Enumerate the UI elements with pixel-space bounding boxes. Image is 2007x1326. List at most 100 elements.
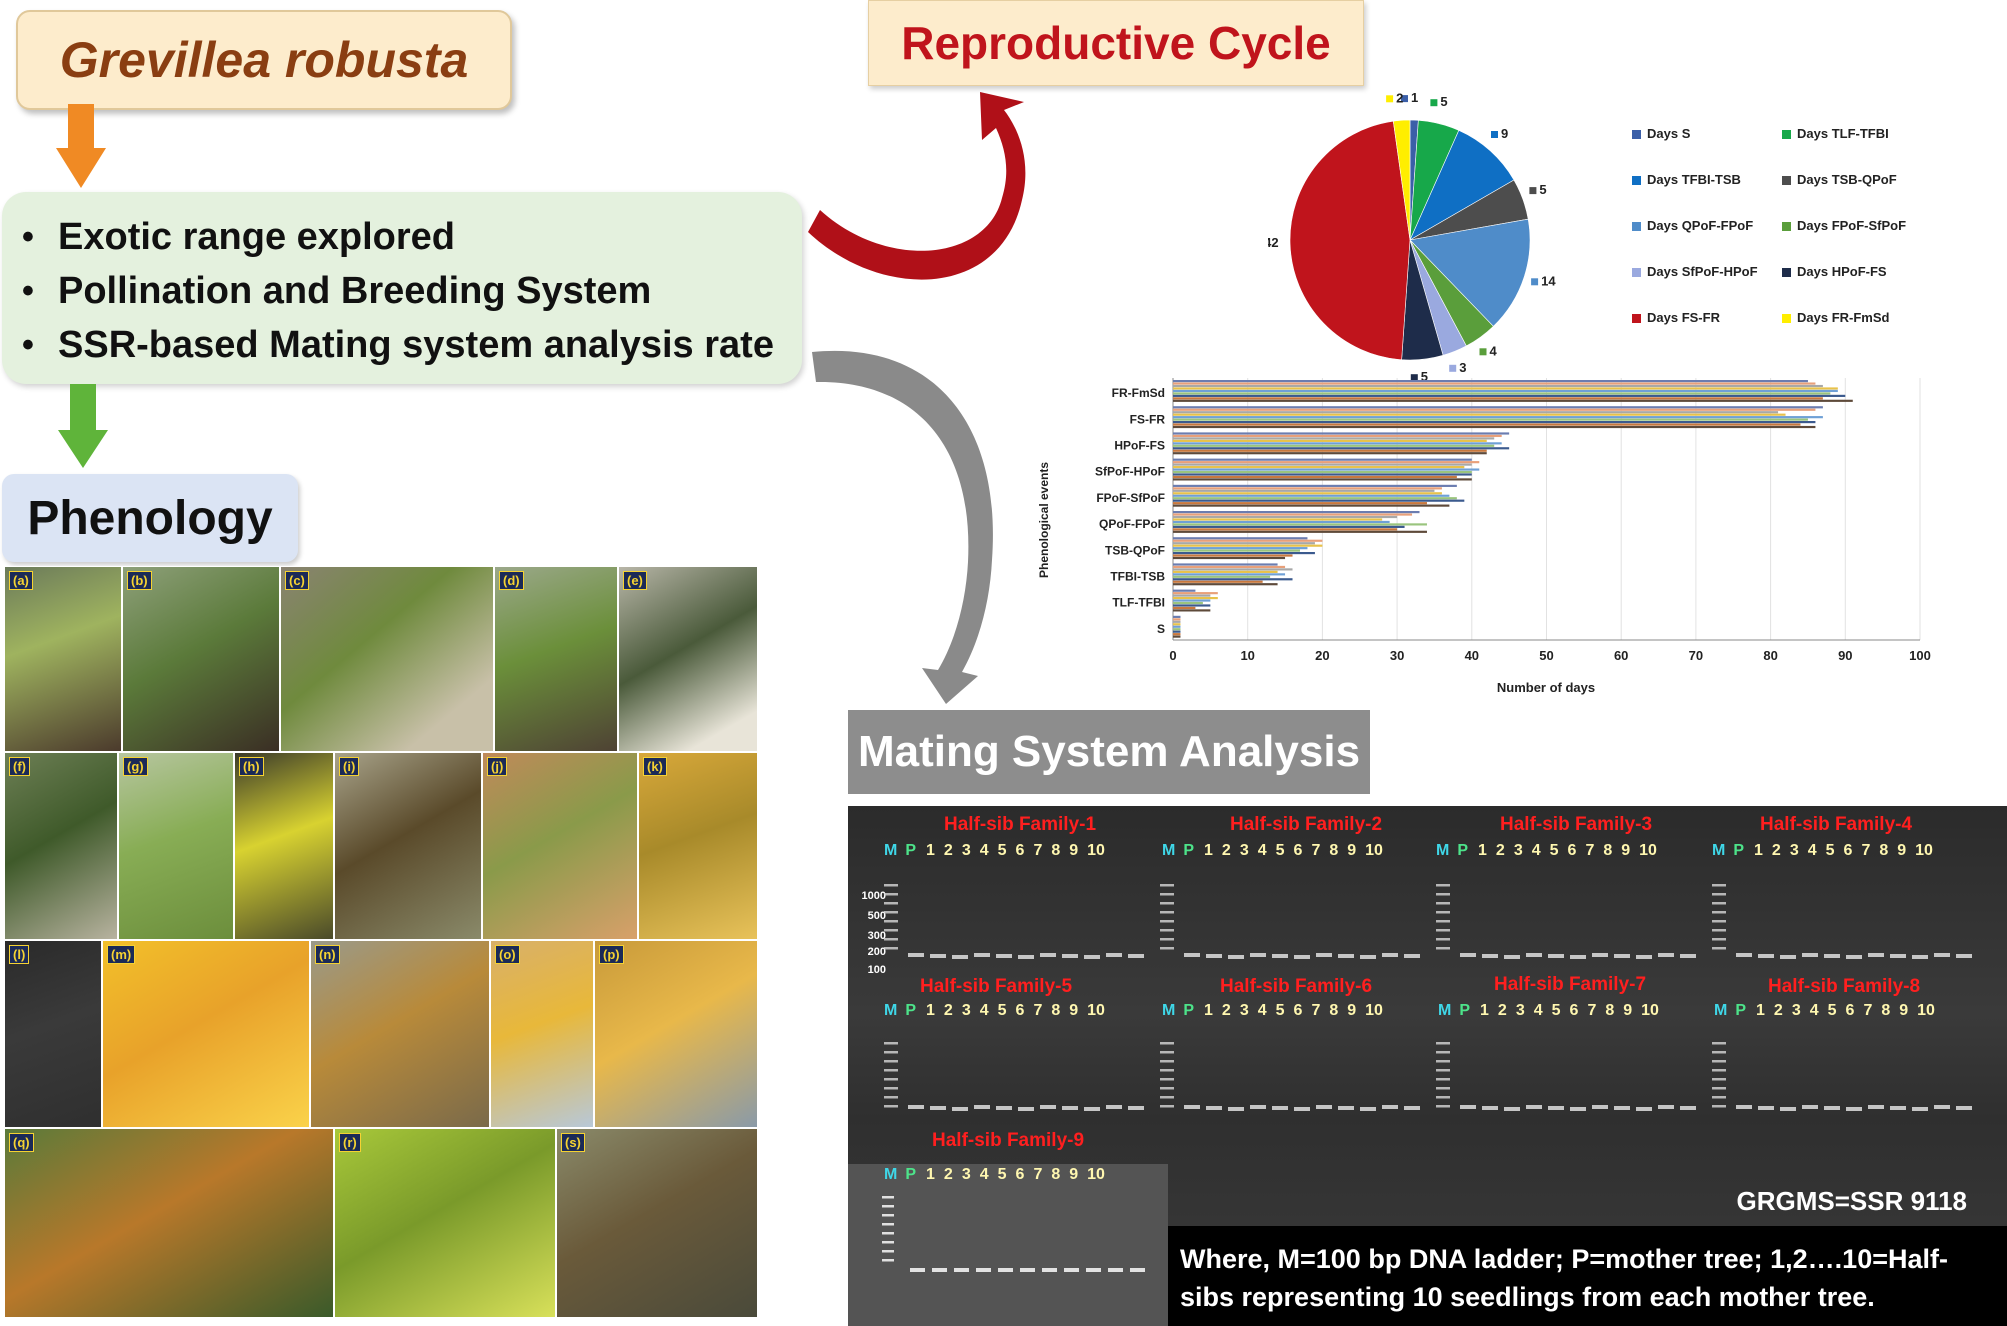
photo-label: (p) <box>599 945 624 964</box>
bar-x-axis-label: Number of days <box>1497 680 1595 695</box>
bar <box>1173 625 1181 628</box>
bar <box>1173 554 1293 557</box>
pie-value-label: 3 <box>1449 360 1466 375</box>
sample-band <box>1736 1105 1752 1109</box>
legend-item: Days S <box>1632 126 1690 141</box>
ladder-band <box>1160 1069 1174 1072</box>
sample-band <box>1108 1268 1123 1272</box>
bar <box>1173 511 1420 514</box>
sample-band <box>1736 953 1752 957</box>
ladder-band <box>884 1051 898 1054</box>
ladder-band <box>1160 920 1174 923</box>
x-tick-label: 90 <box>1838 648 1852 663</box>
ladder-band <box>1712 1078 1726 1081</box>
legend-swatch <box>1632 130 1641 140</box>
pie-slices <box>1289 119 1531 361</box>
bar <box>1173 463 1472 466</box>
species-title: Grevillea robusta <box>59 32 469 88</box>
bar <box>1173 615 1181 618</box>
sample-band <box>1294 1107 1310 1111</box>
sample-band <box>1504 1107 1520 1111</box>
pie-value-text: 2 <box>1396 90 1403 105</box>
sample-band <box>1272 1106 1288 1110</box>
photo-label: (m) <box>107 945 136 964</box>
objective-item: Exotic range explored <box>22 210 802 264</box>
photo-label: (c) <box>285 571 309 590</box>
sample-band <box>1482 1106 1498 1110</box>
ladder-band <box>884 1069 898 1072</box>
category-label: TLF-TFBI <box>1112 596 1165 610</box>
pie-value-text: 1 <box>1411 90 1418 105</box>
bar <box>1173 466 1465 469</box>
family-label: Half-sib Family-6 <box>1220 976 1373 997</box>
photo-panel: (p) <box>594 940 758 1128</box>
legend-swatch <box>1782 222 1791 232</box>
bar <box>1173 513 1413 516</box>
photo-panel: (q) <box>4 1128 334 1318</box>
ladder-band <box>1712 938 1726 941</box>
objective-item: SSR-based Mating system analysis rate <box>22 318 802 372</box>
bar <box>1173 563 1278 566</box>
sample-band <box>1382 953 1398 957</box>
pie-value-label: 9 <box>1491 126 1508 141</box>
pie-value-label: 5 <box>1529 182 1547 197</box>
photo-label: (n) <box>315 945 340 964</box>
bar <box>1173 418 1808 421</box>
ladder-band <box>1436 893 1450 896</box>
photo-label: (b) <box>127 571 152 590</box>
pie-label-swatch <box>1529 187 1537 195</box>
sample-band <box>998 1268 1013 1272</box>
sample-band <box>1526 953 1542 957</box>
bar <box>1173 425 1816 429</box>
sample-band <box>1106 1105 1122 1109</box>
sample-band <box>1802 953 1818 957</box>
sample-band <box>930 954 946 958</box>
bar <box>1173 573 1286 576</box>
ladder-band <box>1712 893 1726 896</box>
sample-band <box>1018 955 1034 959</box>
pie-label-swatch <box>1531 278 1539 286</box>
bar <box>1173 592 1218 595</box>
sample-band <box>1020 1268 1035 1272</box>
ladder-band <box>1160 1105 1174 1108</box>
sample-band <box>1636 1107 1652 1111</box>
family-label: Half-sib Family-4 <box>1760 814 1913 835</box>
legend-swatch <box>1632 176 1641 186</box>
sample-band <box>996 954 1012 958</box>
ladder-band <box>1712 1042 1726 1045</box>
ladder-band <box>1436 884 1450 887</box>
ladder-band <box>884 1042 898 1045</box>
sample-band <box>1064 1268 1079 1272</box>
sample-band <box>1040 1105 1056 1109</box>
sample-band <box>1956 954 1972 958</box>
sample-band <box>1338 1106 1354 1110</box>
ladder-band <box>1436 1069 1450 1072</box>
bar <box>1173 439 1487 442</box>
bar <box>1173 502 1427 505</box>
ladder-size-label: 1000 <box>861 890 886 902</box>
bar <box>1173 523 1427 526</box>
bar <box>1173 397 1823 400</box>
family-label: Half-sib Family-7 <box>1494 974 1647 995</box>
reproductive-cycle-title: Reproductive Cycle <box>901 17 1331 69</box>
green-down-arrow <box>58 384 108 468</box>
photo-label: (i) <box>339 757 360 776</box>
ladder-band <box>1160 1051 1174 1054</box>
bar <box>1173 525 1405 528</box>
bar <box>1173 609 1211 612</box>
bar <box>1173 434 1502 438</box>
x-tick-label: 100 <box>1909 648 1931 663</box>
bar <box>1173 578 1293 581</box>
photo-panel: (c) <box>280 566 494 752</box>
mating-system-title: Mating System Analysis <box>857 727 1361 776</box>
bar <box>1173 413 1786 416</box>
bar <box>1173 575 1271 578</box>
sample-band <box>1086 1268 1101 1272</box>
sample-band <box>1206 1106 1222 1110</box>
marker-name-label: GRGMS=SSR 9118 <box>1736 1186 1968 1216</box>
sample-band <box>1316 953 1332 957</box>
sample-band <box>1228 955 1244 959</box>
sample-band <box>930 1106 946 1110</box>
bar <box>1173 499 1465 502</box>
pie-label-swatch <box>1410 374 1418 382</box>
